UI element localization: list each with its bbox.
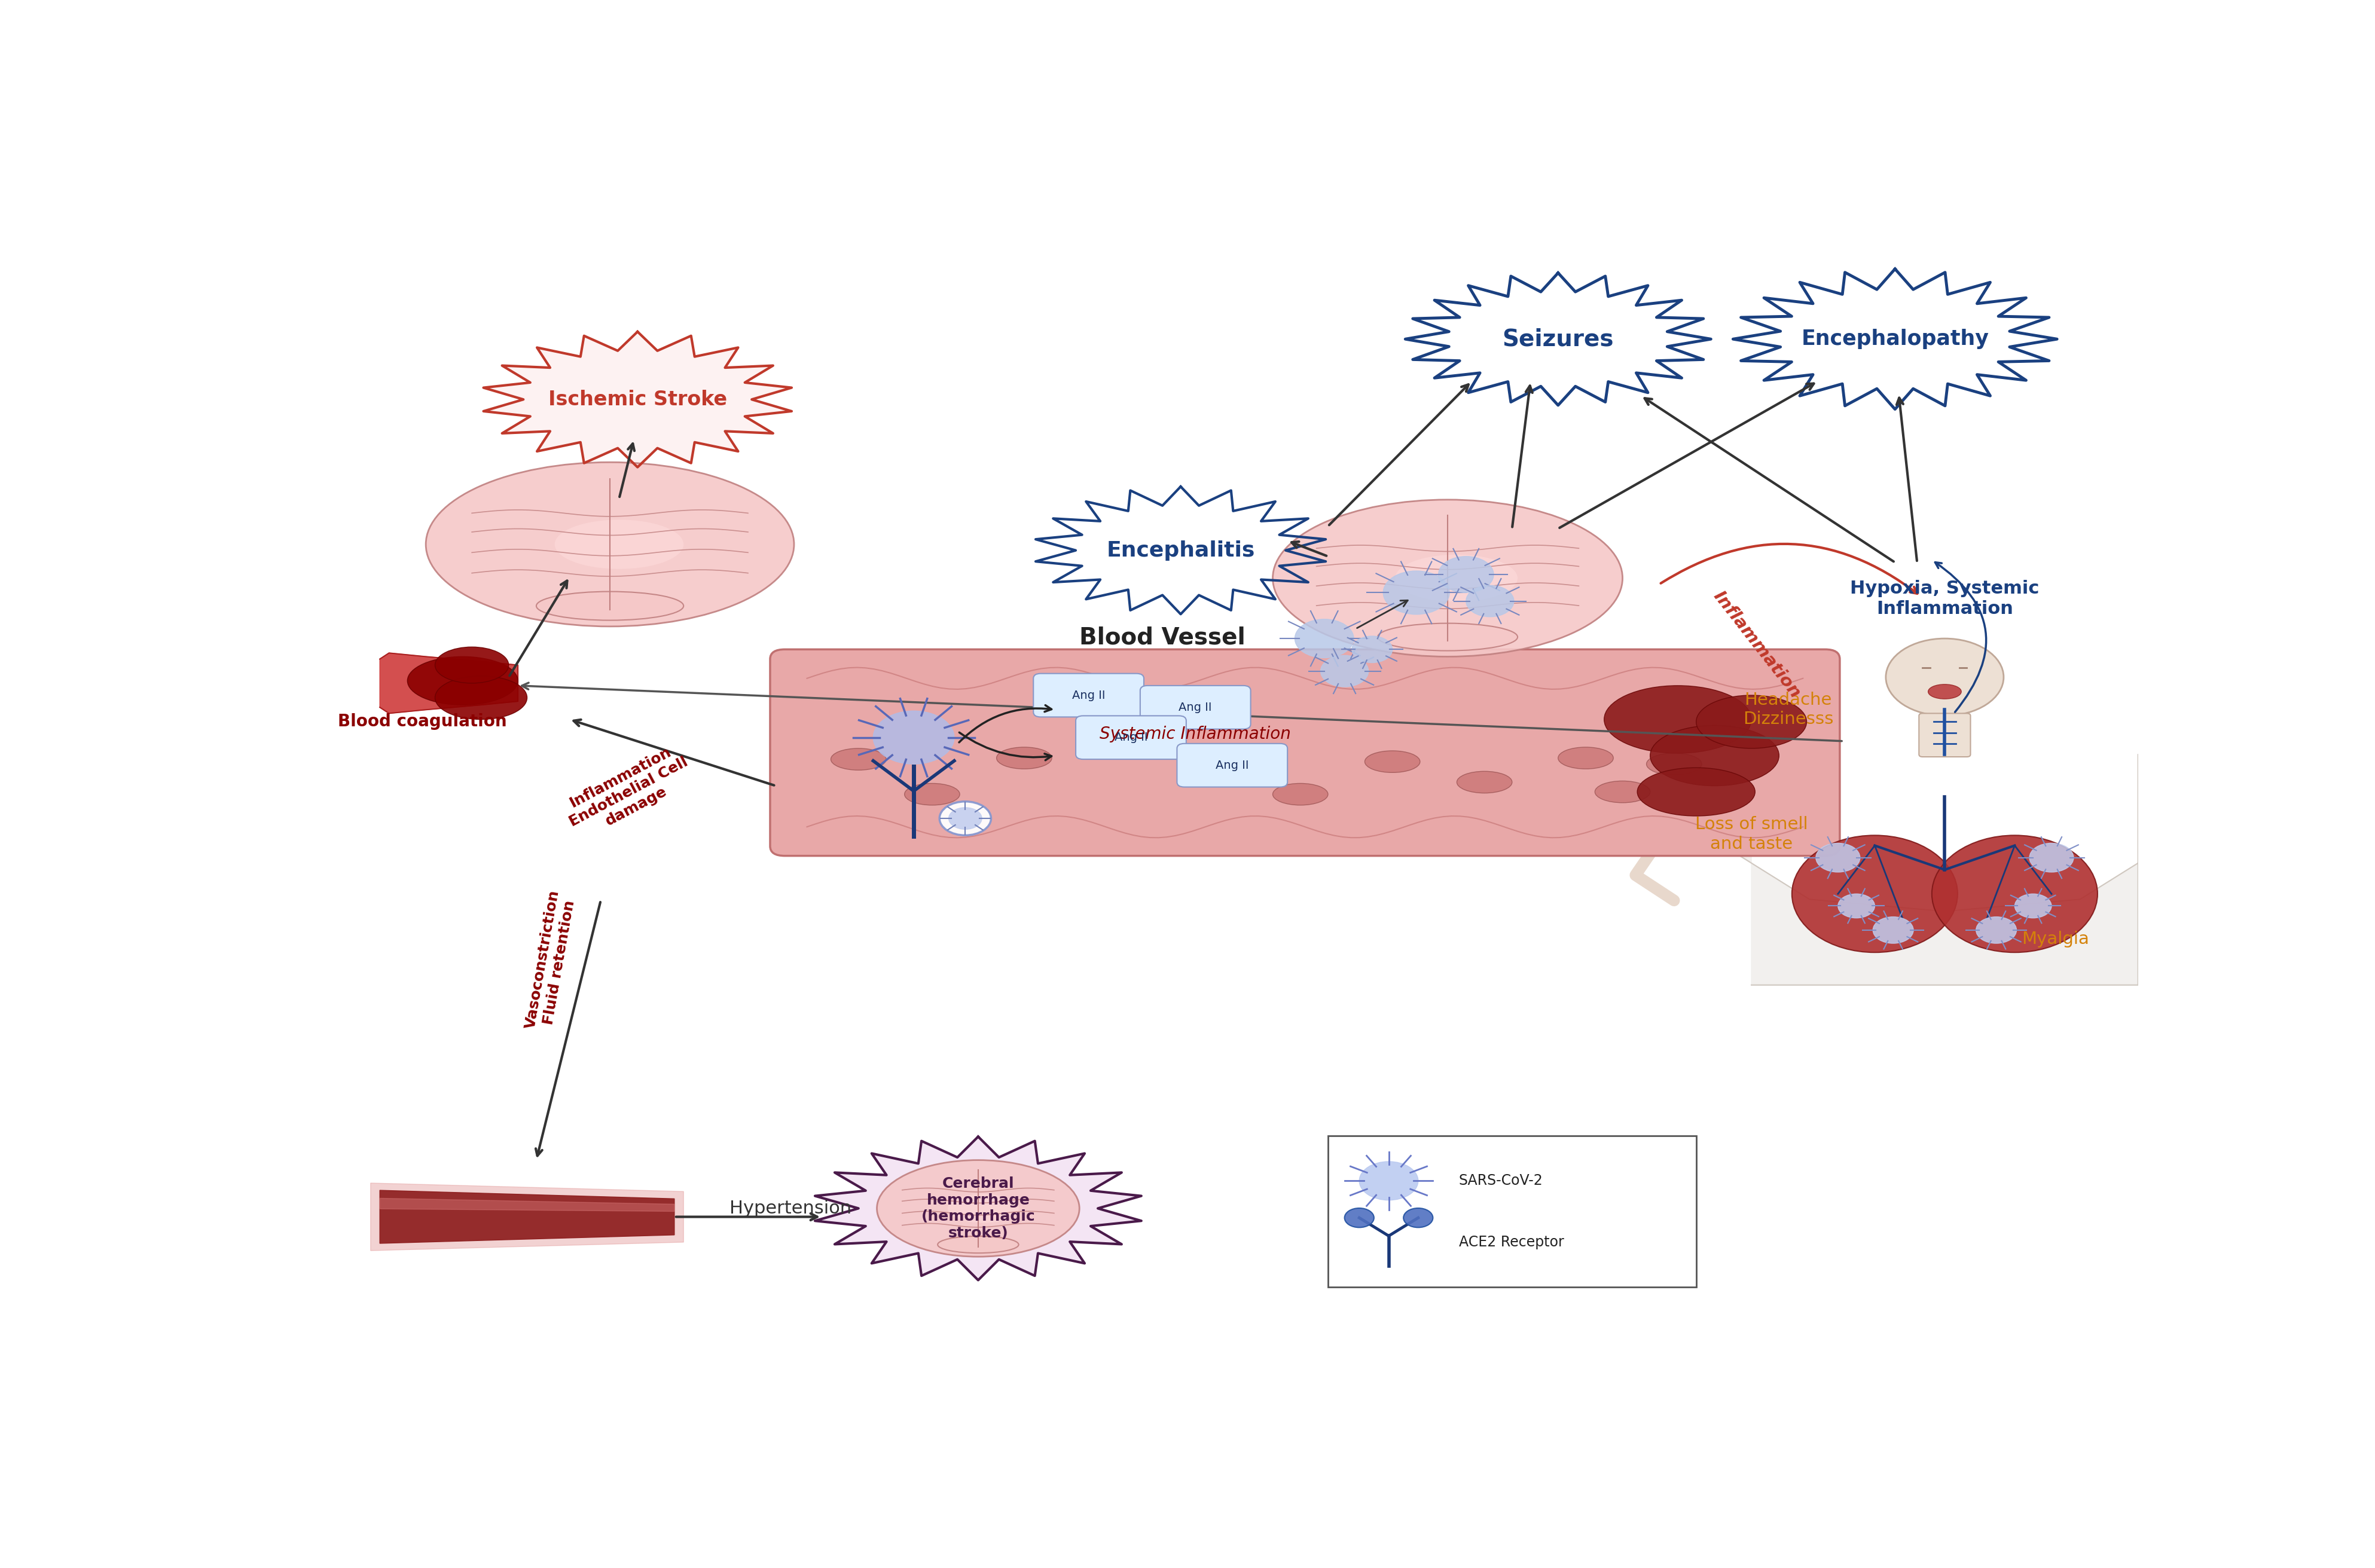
Ellipse shape (1791, 836, 1957, 952)
Circle shape (948, 808, 981, 829)
Text: Vasoconstriction
Fluid retention: Vasoconstriction Fluid retention (522, 889, 580, 1033)
Polygon shape (380, 652, 518, 713)
Text: SARS-CoV-2: SARS-CoV-2 (1458, 1174, 1541, 1189)
Polygon shape (815, 1137, 1140, 1279)
Text: Blood Vessel: Blood Vessel (1078, 626, 1244, 649)
Ellipse shape (1651, 726, 1779, 786)
Text: Cerebral
hemorrhage
(hemorrhagic
stroke): Cerebral hemorrhage (hemorrhagic stroke) (922, 1176, 1036, 1240)
Text: Inflammation: Inflammation (1710, 588, 1803, 701)
Circle shape (938, 801, 990, 836)
Ellipse shape (1646, 753, 1701, 775)
Ellipse shape (831, 748, 886, 770)
Polygon shape (380, 1198, 674, 1212)
Circle shape (1358, 1162, 1418, 1200)
Ellipse shape (435, 676, 527, 720)
Text: Inflammation
Endothelial Cell
damage: Inflammation Endothelial Cell damage (558, 740, 698, 844)
Text: Systemic Inflammation: Systemic Inflammation (1100, 726, 1290, 742)
Ellipse shape (537, 591, 684, 621)
Ellipse shape (1190, 753, 1244, 775)
Text: Ang II: Ang II (1216, 759, 1249, 771)
Circle shape (1344, 1207, 1373, 1228)
Polygon shape (1693, 754, 2195, 985)
Polygon shape (484, 332, 791, 467)
Text: ACE2 Receptor: ACE2 Receptor (1458, 1234, 1563, 1250)
Text: Encephalopathy: Encephalopathy (1800, 329, 1988, 350)
Circle shape (1321, 655, 1368, 687)
Text: Ang II: Ang II (1071, 690, 1104, 701)
Polygon shape (380, 1190, 674, 1243)
Text: Seizures: Seizures (1501, 328, 1613, 350)
Circle shape (1404, 1207, 1432, 1228)
Ellipse shape (1273, 784, 1328, 804)
FancyBboxPatch shape (1176, 743, 1287, 787)
Circle shape (1294, 619, 1354, 659)
Text: Encephalitis: Encephalitis (1107, 541, 1254, 560)
Text: Hypertension: Hypertension (729, 1200, 850, 1217)
Ellipse shape (998, 748, 1052, 768)
Text: Ang II: Ang II (1178, 701, 1211, 713)
Ellipse shape (1931, 836, 2097, 952)
FancyBboxPatch shape (1919, 713, 1969, 757)
Ellipse shape (948, 1193, 1019, 1223)
Ellipse shape (876, 1160, 1078, 1256)
Ellipse shape (1363, 751, 1420, 773)
Ellipse shape (1636, 768, 1755, 815)
Ellipse shape (435, 648, 508, 684)
Circle shape (874, 710, 955, 764)
Text: Myalgia: Myalgia (2021, 931, 2088, 947)
Text: Ang II: Ang II (1114, 732, 1147, 743)
Circle shape (1872, 917, 1912, 944)
Circle shape (1886, 638, 2002, 715)
Ellipse shape (556, 519, 684, 569)
Text: Hypoxia, Systemic
Inflammation: Hypoxia, Systemic Inflammation (1850, 580, 2038, 618)
Text: Headache
Dizzinesss: Headache Dizzinesss (1743, 691, 1834, 728)
Polygon shape (370, 1182, 684, 1251)
FancyBboxPatch shape (1076, 715, 1185, 759)
Ellipse shape (425, 463, 793, 627)
FancyBboxPatch shape (1033, 674, 1145, 717)
Ellipse shape (1377, 622, 1518, 651)
Ellipse shape (1594, 781, 1651, 803)
Ellipse shape (406, 657, 518, 706)
Ellipse shape (1273, 500, 1622, 657)
FancyBboxPatch shape (1140, 685, 1249, 729)
Ellipse shape (938, 1236, 1019, 1253)
Text: Ischemic Stroke: Ischemic Stroke (549, 389, 727, 409)
Circle shape (2014, 894, 2052, 917)
Ellipse shape (1456, 771, 1513, 793)
Text: Loss of smell
and taste: Loss of smell and taste (1696, 815, 1807, 851)
FancyBboxPatch shape (770, 649, 1838, 856)
Ellipse shape (1928, 684, 1962, 699)
Ellipse shape (1696, 695, 1807, 748)
Circle shape (1351, 637, 1392, 663)
Circle shape (1382, 571, 1449, 615)
Ellipse shape (905, 784, 960, 804)
Ellipse shape (1603, 685, 1750, 753)
Circle shape (1838, 894, 1874, 917)
Circle shape (1437, 557, 1494, 593)
Text: Blood coagulation: Blood coagulation (337, 713, 506, 731)
FancyBboxPatch shape (1328, 1135, 1696, 1287)
Circle shape (2028, 844, 2073, 872)
Circle shape (1976, 917, 2016, 944)
Circle shape (1465, 585, 1513, 616)
Ellipse shape (1558, 748, 1613, 768)
Circle shape (1815, 844, 1860, 872)
Ellipse shape (1394, 555, 1518, 602)
